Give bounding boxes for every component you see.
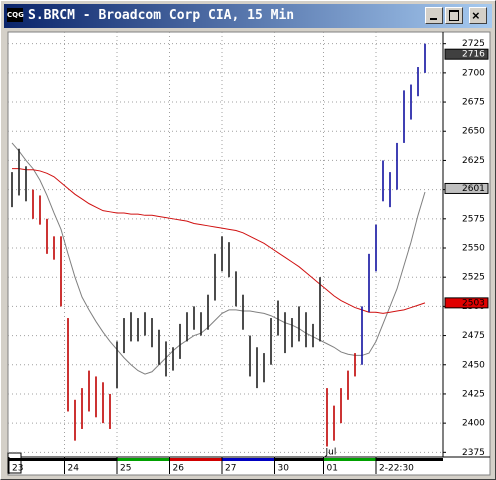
y-tick-label: 2625 xyxy=(462,156,485,166)
price-tag xyxy=(444,297,489,309)
y-tick-label: 2525 xyxy=(462,273,485,283)
y-tick-label: 2450 xyxy=(462,360,485,370)
y-tick-label: 2550 xyxy=(462,244,485,254)
x-tick-label: 23 xyxy=(12,464,23,474)
app-icon: CQG xyxy=(7,8,24,22)
x-tick-label: 01 xyxy=(327,464,338,474)
y-tick-label: 2400 xyxy=(462,419,485,429)
x-tick-label: 27 xyxy=(225,464,236,474)
y-tick-label: 2375 xyxy=(462,448,485,458)
chart-background xyxy=(7,31,491,476)
moving-average xyxy=(11,142,426,375)
price-tag xyxy=(444,182,489,194)
x-tick-label: 30 xyxy=(278,464,290,474)
y-tick-label: 2575 xyxy=(462,214,485,224)
session-strip xyxy=(376,458,443,461)
session-strip xyxy=(117,458,170,461)
minimize-button[interactable] xyxy=(425,7,443,24)
price-tag xyxy=(444,48,489,60)
x-tick-label: 24 xyxy=(68,464,80,474)
session-strip xyxy=(64,458,117,461)
window-title: S.BRCM - Broadcom Corp CIA, 15 Min xyxy=(28,8,295,23)
x-tick-label: 26 xyxy=(173,464,185,474)
title-bar: CQG S.BRCM - Broadcom Corp CIA, 15 Min × xyxy=(4,4,492,28)
y-tick-label: 2425 xyxy=(462,389,485,399)
y-tick-label: 2475 xyxy=(462,331,485,341)
price-tag-label: 2601 xyxy=(462,184,485,194)
session-strip xyxy=(169,458,222,461)
price-tag-label: 2503 xyxy=(462,298,485,308)
x-tick-label: 2-22:30 xyxy=(379,464,414,474)
session-strip xyxy=(8,458,65,461)
y-tick-label: 2675 xyxy=(462,98,485,108)
y-tick-label: 2725 xyxy=(462,39,485,49)
annotation: Jul xyxy=(325,448,337,458)
y-tick-label: 2700 xyxy=(462,68,485,78)
x-tick-label: 25 xyxy=(120,464,131,474)
price-tag-label: 2716 xyxy=(462,50,485,60)
moving-average xyxy=(12,168,426,314)
session-strip xyxy=(274,458,324,461)
maximize-button[interactable] xyxy=(445,7,463,24)
session-strip xyxy=(222,458,275,461)
session-strip xyxy=(323,458,376,461)
close-button[interactable]: × xyxy=(469,7,487,24)
y-tick-label: 2650 xyxy=(462,127,485,137)
